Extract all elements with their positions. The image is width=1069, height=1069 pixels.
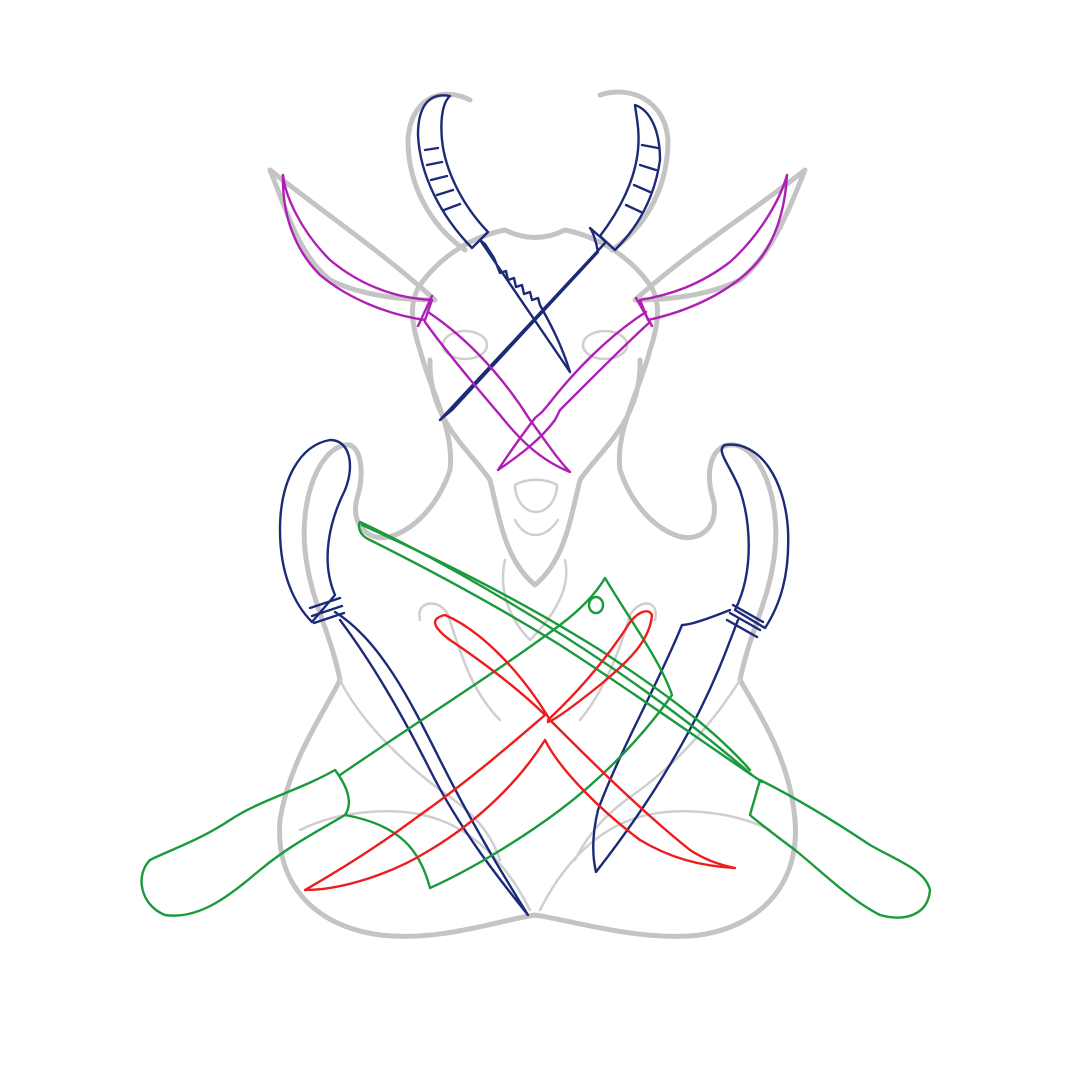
left-horn-knife-handle [416,94,490,250]
cleavers [140,520,932,919]
left-arm-outline [338,678,502,862]
left-horn-knife-blade [478,238,572,374]
right-cleaver-handle [748,778,932,919]
left-cleaver-blade [338,576,674,890]
left-ear-knife-handle [281,173,434,322]
right-cleaver-back [360,523,752,772]
right-cleaver-blade [357,520,764,784]
right-ear-knife-blade [496,310,652,472]
right-arm-knife-handle [720,443,790,630]
right-horn-knife-handle [598,103,662,252]
red-blade-right [546,610,654,724]
right-leg-outline [538,810,772,912]
right-ear-outline [632,167,808,303]
face-outline [427,357,643,588]
beard-outline [501,558,568,642]
left-ear-knife-blade [423,310,572,474]
right-horn-outline [597,89,671,253]
left-arm-knife-handle [278,438,352,624]
right-arm-outline [573,678,742,862]
arm-knives [278,438,790,917]
left-hand-outline [418,602,502,722]
red-blade-left [303,613,737,892]
left-cleaver-handle [140,768,351,917]
right-eye-outline [581,329,629,361]
left-horn-knife-ridges [423,146,462,212]
left-leg-outline [298,810,532,912]
goat-guide-sketch [267,89,808,939]
left-ear-knife-guard [416,294,434,328]
right-horn-knife-blade [438,226,608,422]
cleaver-hole [587,595,605,615]
ear-knives [281,173,789,474]
nose-outline [513,478,560,537]
body-silhouette [277,227,798,939]
right-arm-knife-guard [725,603,765,639]
right-horn-knife-ridges [624,143,660,214]
right-hand-outline [578,602,658,722]
left-horn-outline [405,91,473,253]
right-arm-knife-blade [592,608,740,874]
center-blades [303,610,737,892]
left-arm-knife-blade [333,610,530,917]
horn-knives [416,94,662,422]
